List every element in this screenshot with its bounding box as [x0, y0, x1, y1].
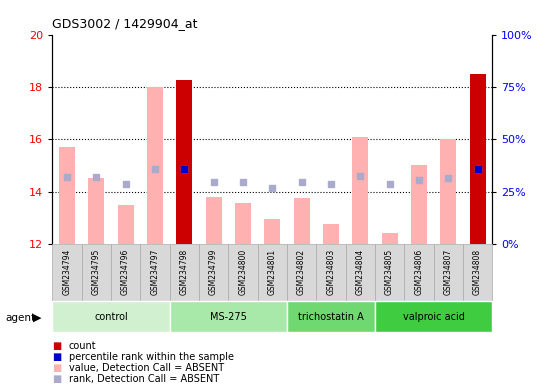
- Bar: [404, 244, 433, 301]
- Bar: [470, 74, 486, 244]
- Bar: [264, 219, 280, 244]
- Bar: [440, 139, 456, 244]
- Text: control: control: [94, 312, 128, 322]
- Bar: [59, 147, 75, 244]
- Bar: [287, 244, 316, 301]
- Text: GSM234798: GSM234798: [180, 248, 189, 295]
- Text: rank, Detection Call = ABSENT: rank, Detection Call = ABSENT: [69, 374, 219, 384]
- Text: GSM234802: GSM234802: [297, 248, 306, 295]
- Text: GSM234795: GSM234795: [92, 248, 101, 295]
- Bar: [81, 244, 111, 301]
- Text: ■: ■: [52, 352, 62, 362]
- Bar: [375, 244, 404, 301]
- Bar: [287, 301, 375, 332]
- Bar: [257, 244, 287, 301]
- Bar: [375, 301, 492, 332]
- Bar: [199, 244, 228, 301]
- Text: GSM234794: GSM234794: [62, 248, 72, 295]
- Text: MS-275: MS-275: [210, 312, 247, 322]
- Text: ■: ■: [52, 341, 62, 351]
- Text: ■: ■: [52, 363, 62, 373]
- Bar: [169, 244, 199, 301]
- Bar: [52, 244, 81, 301]
- Text: GSM234803: GSM234803: [326, 248, 336, 295]
- Bar: [140, 244, 169, 301]
- Bar: [463, 244, 492, 301]
- Bar: [352, 137, 368, 244]
- Bar: [382, 233, 398, 244]
- Bar: [176, 80, 192, 244]
- Bar: [433, 244, 463, 301]
- Text: GSM234804: GSM234804: [356, 248, 365, 295]
- Text: percentile rank within the sample: percentile rank within the sample: [69, 352, 234, 362]
- Text: count: count: [69, 341, 96, 351]
- Bar: [323, 224, 339, 244]
- Text: value, Detection Call = ABSENT: value, Detection Call = ABSENT: [69, 363, 224, 373]
- Text: trichostatin A: trichostatin A: [298, 312, 364, 322]
- Text: GSM234801: GSM234801: [268, 248, 277, 295]
- Bar: [294, 198, 310, 244]
- Bar: [118, 205, 134, 244]
- Text: GSM234800: GSM234800: [238, 248, 248, 295]
- Text: GSM234805: GSM234805: [385, 248, 394, 295]
- Bar: [345, 244, 375, 301]
- Bar: [147, 87, 163, 244]
- Text: agent: agent: [6, 313, 36, 323]
- Text: valproic acid: valproic acid: [403, 312, 465, 322]
- Bar: [88, 179, 104, 244]
- Text: GSM234808: GSM234808: [473, 248, 482, 295]
- Text: ■: ■: [52, 374, 62, 384]
- Bar: [316, 244, 345, 301]
- Bar: [111, 244, 140, 301]
- Text: GSM234796: GSM234796: [121, 248, 130, 295]
- Text: ▶: ▶: [33, 313, 41, 323]
- Bar: [206, 197, 222, 244]
- Bar: [411, 166, 427, 244]
- Text: GSM234799: GSM234799: [209, 248, 218, 295]
- Bar: [169, 301, 287, 332]
- Bar: [228, 244, 257, 301]
- Bar: [235, 203, 251, 244]
- Text: GSM234806: GSM234806: [414, 248, 424, 295]
- Text: GDS3002 / 1429904_at: GDS3002 / 1429904_at: [52, 17, 198, 30]
- Bar: [52, 301, 169, 332]
- Text: GSM234807: GSM234807: [444, 248, 453, 295]
- Text: GSM234797: GSM234797: [150, 248, 159, 295]
